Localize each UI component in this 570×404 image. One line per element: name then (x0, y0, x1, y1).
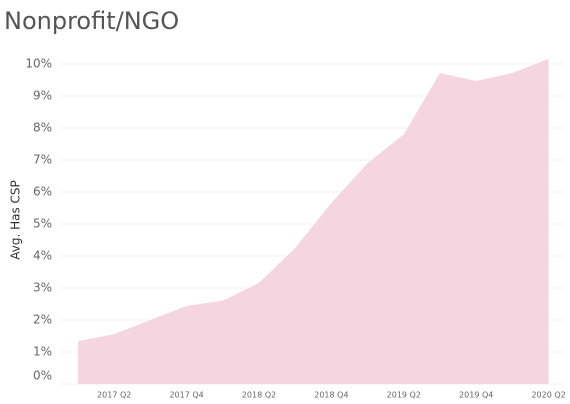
chart-title: Nonprofit/NGO (4, 7, 179, 35)
x-tick-label: 2019 Q4 (459, 391, 493, 400)
x-tick-label: 2018 Q4 (314, 391, 348, 400)
area (78, 58, 549, 384)
y-tick-label: 1% (33, 345, 52, 359)
x-tick-label: 2020 Q2 (531, 391, 565, 400)
y-tick-label: 3% (33, 281, 52, 295)
x-tick-label: 2018 Q2 (242, 391, 276, 400)
y-tick-label: 8% (33, 121, 52, 135)
y-tick-label: 4% (33, 249, 52, 263)
y-tick-label: 6% (33, 185, 52, 199)
y-axis-label: Avg. Has CSP (9, 180, 23, 260)
y-tick-label: 10% (25, 57, 52, 71)
y-tick-label: 9% (33, 89, 52, 103)
y-tick-label: 5% (33, 217, 52, 231)
x-tick-label: 2019 Q2 (387, 391, 421, 400)
y-tick-label: 7% (33, 153, 52, 167)
x-tick-label: 2017 Q2 (97, 391, 131, 400)
y-tick-label: 2% (33, 313, 52, 327)
x-tick-label: 2017 Q4 (169, 391, 203, 400)
y-tick-label: 0% (33, 369, 52, 383)
